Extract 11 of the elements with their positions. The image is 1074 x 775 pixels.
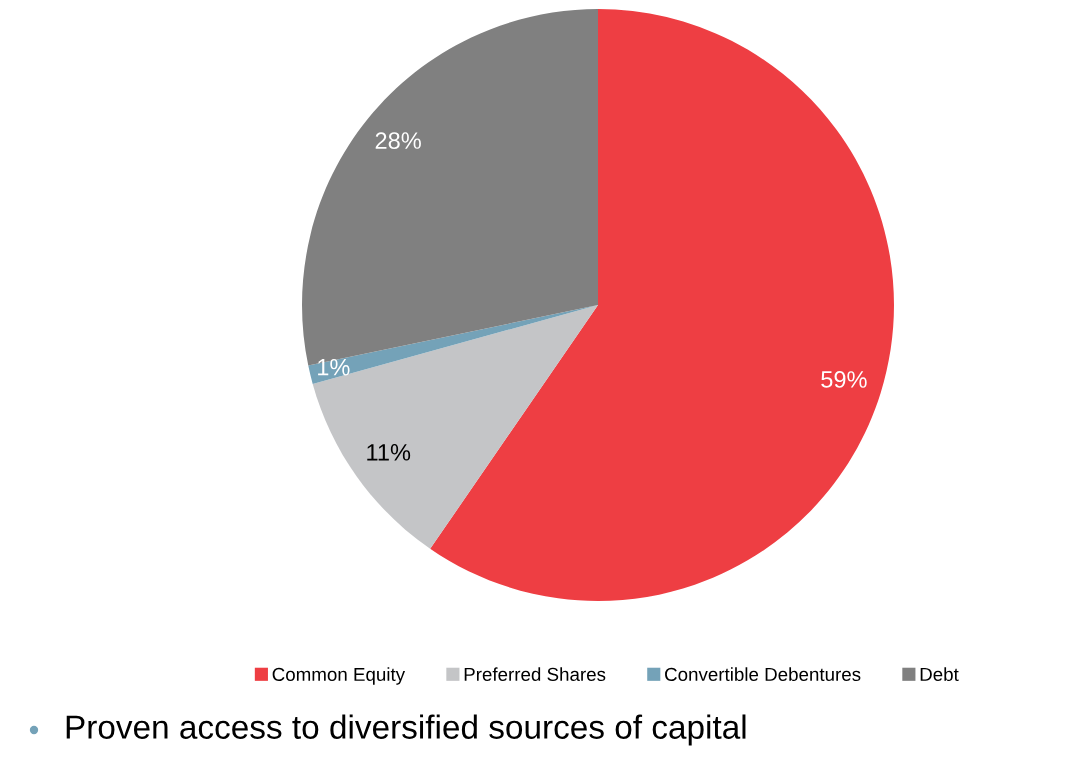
pie-slice	[430, 9, 894, 601]
text: Proven access to diversified sources of capital	[66, 714, 746, 746]
legend-label: Debt	[920, 667, 959, 682]
legend-label: Common Equity	[272, 667, 406, 685]
data-label: 59%	[821, 371, 867, 388]
data-label: 1%	[318, 358, 350, 376]
legend-label: Preferred Shares	[464, 667, 606, 682]
data-label: 11%	[367, 444, 411, 461]
pie-slice	[312, 305, 598, 549]
data-label: 28%	[375, 132, 421, 149]
legend-label: Convertible Debentures	[665, 667, 861, 682]
